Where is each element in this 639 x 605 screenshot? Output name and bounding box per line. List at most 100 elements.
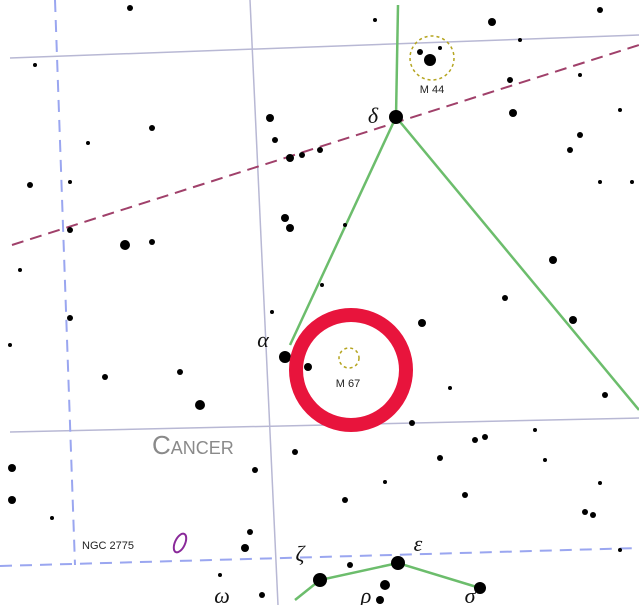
star — [195, 400, 205, 410]
star — [502, 295, 508, 301]
constellation-lines — [288, 4, 639, 601]
cluster-marker — [409, 35, 455, 81]
star — [247, 529, 253, 535]
star — [507, 77, 513, 83]
cluster-label: M 67 — [336, 378, 360, 390]
constellation-line — [394, 4, 400, 118]
star — [376, 596, 384, 604]
coordinate-grid — [9, 0, 639, 605]
star — [252, 467, 258, 473]
star — [482, 434, 488, 440]
star-label: α — [257, 327, 269, 352]
star — [597, 7, 603, 13]
star — [569, 316, 577, 324]
star — [50, 516, 54, 520]
star — [102, 374, 108, 380]
star-label: ω — [214, 583, 230, 605]
star — [543, 458, 547, 462]
star — [448, 386, 452, 390]
constellation-line — [294, 561, 481, 601]
star — [618, 548, 622, 552]
star — [281, 214, 289, 222]
cluster-label: M 44 — [420, 84, 444, 96]
star — [438, 46, 442, 50]
constellation-line — [395, 116, 639, 411]
star — [590, 512, 596, 518]
star — [383, 480, 387, 484]
star — [33, 63, 37, 67]
star — [149, 239, 155, 245]
constellation-label: Cancer — [152, 430, 234, 460]
star — [259, 592, 265, 598]
star — [373, 18, 377, 22]
star-label: δ — [368, 103, 379, 128]
star — [266, 114, 274, 122]
star — [18, 268, 22, 272]
grid-line — [9, 34, 639, 59]
star — [630, 180, 634, 184]
star — [474, 582, 486, 594]
star — [86, 141, 90, 145]
constellation-line — [288, 116, 398, 346]
ecliptic — [11, 44, 639, 246]
star — [567, 147, 573, 153]
galaxy-marker — [172, 532, 188, 554]
star — [347, 562, 353, 568]
grid-line — [249, 0, 279, 605]
star — [68, 180, 72, 184]
star — [488, 18, 496, 26]
star — [149, 125, 155, 131]
star — [270, 310, 274, 314]
cluster-marker — [338, 347, 360, 369]
star — [127, 5, 133, 11]
star — [418, 319, 426, 327]
star — [317, 147, 323, 153]
highlight-circle — [289, 308, 413, 432]
star — [577, 132, 583, 138]
star — [389, 110, 403, 124]
star-label: ρ — [360, 583, 372, 605]
star — [472, 437, 478, 443]
star — [342, 497, 348, 503]
star — [549, 256, 557, 264]
star — [582, 509, 588, 515]
star — [279, 351, 291, 363]
star — [533, 428, 537, 432]
star — [391, 556, 405, 570]
star — [286, 154, 294, 162]
star — [518, 38, 522, 42]
star — [67, 227, 73, 233]
star — [8, 464, 16, 472]
star-label: ζ — [296, 541, 307, 566]
star-label: σ — [465, 583, 477, 605]
star — [602, 392, 608, 398]
star — [241, 544, 249, 552]
star — [437, 455, 443, 461]
star — [286, 224, 294, 232]
star — [509, 109, 517, 117]
star — [8, 343, 12, 347]
star — [598, 180, 602, 184]
star — [618, 108, 622, 112]
star — [598, 481, 602, 485]
boundary-line — [0, 547, 639, 567]
star — [578, 73, 582, 77]
star — [313, 573, 327, 587]
star — [304, 363, 312, 371]
star-label: ε — [414, 531, 423, 556]
star — [292, 449, 298, 455]
star — [380, 580, 390, 590]
star — [299, 152, 305, 158]
star — [272, 137, 278, 143]
galaxy-label: NGC 2775 — [82, 540, 134, 552]
star — [67, 315, 73, 321]
star — [27, 182, 33, 188]
boundary-line — [54, 0, 76, 566]
star — [8, 496, 16, 504]
star — [343, 223, 347, 227]
star — [320, 283, 324, 287]
star — [409, 420, 415, 426]
star — [462, 492, 468, 498]
star — [417, 49, 423, 55]
